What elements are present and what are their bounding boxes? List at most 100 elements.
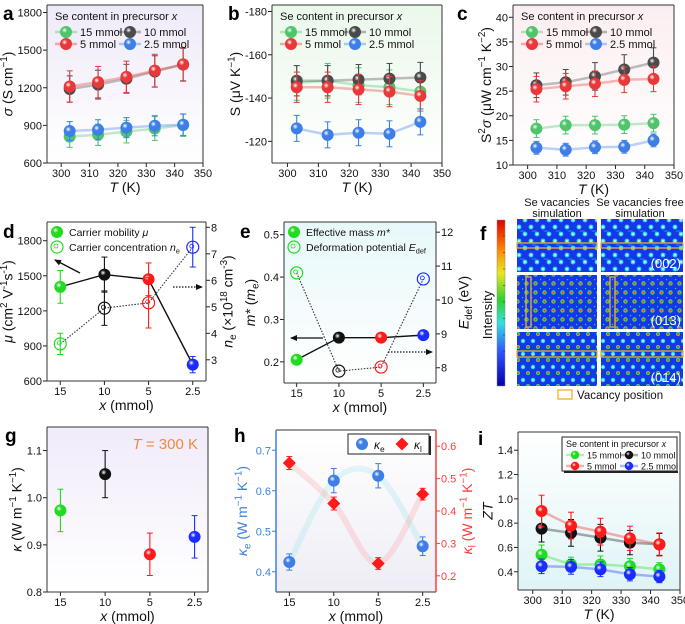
series-1 — [53, 226, 200, 355]
data-point — [177, 58, 190, 71]
data-point — [594, 525, 607, 538]
x-tick-label: 15 — [291, 388, 303, 400]
y-axis-label: S2σ (μW cm−1 K−2) — [477, 27, 494, 143]
plot-background — [284, 222, 436, 383]
legend-marker — [526, 38, 538, 50]
series-trend-curve — [286, 460, 426, 567]
legend-marker — [60, 26, 72, 38]
data-point — [623, 568, 636, 581]
data-point — [371, 556, 385, 570]
y2-tick-label: 0.2 — [441, 571, 456, 583]
data-point — [120, 121, 133, 134]
data-point — [120, 70, 133, 83]
panel-e: e — [240, 221, 440, 387]
x-axis-label: T (K) — [583, 606, 614, 622]
y-tick-label: -120 — [245, 136, 267, 148]
legend-marker — [395, 437, 409, 451]
data-point — [327, 497, 341, 511]
data-point — [98, 268, 111, 281]
panel-c: c — [457, 4, 675, 169]
legend-label: Carrier concentration ne — [69, 242, 180, 256]
legend-label: κe — [374, 438, 385, 454]
y-tick-label: 0.6 — [256, 486, 271, 498]
series-2 — [63, 46, 190, 103]
legend-marker — [356, 438, 368, 450]
x-axis-label: T (K) — [109, 179, 140, 195]
x-tick-label: 2.5 — [415, 597, 430, 609]
vacancy-marker-box — [516, 242, 598, 249]
data-point — [352, 83, 365, 96]
series-line — [59, 246, 194, 345]
legend-marker — [590, 26, 602, 38]
y2-tick-label: 4 — [211, 328, 217, 340]
legend-marker — [526, 26, 538, 38]
data-point-highlight — [293, 269, 299, 275]
axis-indicator-arrow — [54, 259, 81, 274]
panel-letter: e — [240, 222, 251, 243]
x-tick-label: 310 — [548, 170, 566, 182]
data-point — [332, 331, 345, 344]
data-point — [647, 72, 660, 85]
series-line — [60, 273, 194, 365]
column-title: simulation — [532, 208, 582, 220]
y2-tick-label: 8 — [441, 363, 447, 375]
temperature-annotation: T = 300 K — [133, 436, 198, 453]
plane-label: (014) — [651, 370, 681, 385]
legend-label: κl — [414, 438, 422, 454]
legend-label: 10 mmol — [144, 27, 186, 39]
data-point — [92, 123, 105, 136]
data-point — [143, 548, 156, 561]
y-tick-label: 40 — [496, 12, 508, 24]
series-2 — [535, 494, 666, 557]
series-0 — [290, 329, 430, 366]
data-point — [383, 85, 396, 98]
y-axis-label: m* (me) — [242, 279, 262, 326]
data-point — [99, 468, 112, 481]
panel-letter: h — [234, 426, 246, 447]
y-tick-label: 0.7 — [256, 445, 271, 457]
legend-marker — [51, 226, 63, 238]
data-point — [588, 77, 601, 90]
lattice-image — [517, 219, 597, 272]
legend-label: 10 mmol — [369, 27, 411, 39]
y-tick-label: 0.2 — [264, 357, 279, 369]
data-point — [290, 353, 303, 366]
x-tick-label: 300 — [52, 168, 70, 180]
vacancy-marker-box — [600, 350, 684, 358]
legend-label: 15 mmol — [546, 27, 588, 39]
x-axis-label: x (mmol) — [332, 399, 387, 415]
legend-label: 5 mmol — [305, 39, 341, 51]
x-tick-label: 320 — [109, 168, 127, 180]
y-tick-label: 0.5 — [256, 526, 271, 538]
data-point — [588, 119, 601, 132]
y2-axis-label: Edef (eV) — [455, 276, 475, 329]
data-point — [647, 117, 660, 130]
data-point — [92, 76, 105, 89]
panel-h: h — [234, 426, 440, 596]
panel-g: g — [5, 426, 209, 596]
legend-label: 5 mmol — [587, 462, 617, 472]
series-trend-curve — [286, 465, 426, 566]
plane-label: (002) — [651, 256, 681, 271]
x-tick-label: 330 — [612, 595, 630, 607]
data-point — [321, 128, 334, 141]
data-point — [535, 522, 548, 535]
legend-label: 10 mmol — [641, 451, 676, 461]
lattice-image — [517, 275, 597, 329]
vacancy-marker-box — [609, 276, 616, 328]
series-3 — [530, 133, 660, 157]
panel-letter: c — [457, 4, 468, 25]
legend-title: Se content in precursor x — [566, 439, 667, 449]
simulated-image-(002)-vacancy — [516, 219, 598, 272]
x-tick-label: 10 — [98, 386, 110, 398]
panel-letter: f — [480, 224, 487, 245]
legend-label: 5 mmol — [80, 39, 116, 51]
column-title: simulation — [615, 208, 665, 220]
series-3 — [535, 558, 666, 584]
y2-tick-label: 6 — [211, 275, 217, 287]
panel-letter: g — [5, 426, 17, 447]
y-tick-label: 600 — [24, 158, 42, 170]
simulated-image-(014)-vacancy — [516, 332, 598, 386]
data-point — [54, 504, 67, 517]
